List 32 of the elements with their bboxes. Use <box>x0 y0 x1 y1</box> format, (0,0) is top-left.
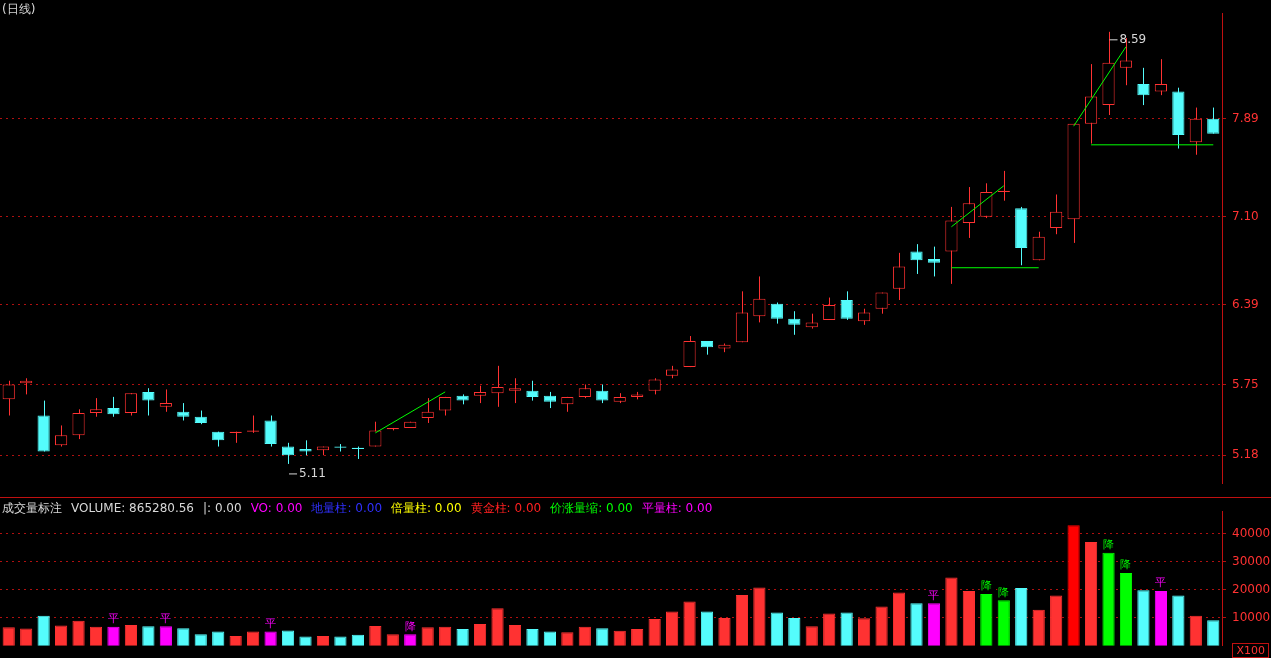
annotation: 8.59 <box>1119 31 1147 46</box>
y-axis-title: X100 <box>1232 643 1269 658</box>
data-label: 降 <box>1120 558 1132 572</box>
annotation: 黄金柱: 0.00 <box>470 501 542 515</box>
annotation: 地量柱: 0.00 <box>311 501 383 515</box>
annotation: VO: 0.00 <box>250 501 303 515</box>
data-label: 平 <box>265 616 277 630</box>
y-tick-label: 10000 <box>1232 609 1271 624</box>
y-tick-label: 20000 <box>1232 581 1271 596</box>
annotation: VOLUME: 865280.56 <box>71 501 194 515</box>
y-tick-label: 5.75 <box>1232 376 1259 391</box>
annotation: |: 0.00 <box>203 501 242 515</box>
data-label: 平 <box>928 588 940 602</box>
annotation: 价涨量缩: 0.00 <box>550 501 633 515</box>
chart-title: (日线) <box>2 1 36 18</box>
data-label: 降 <box>980 579 992 593</box>
data-label: 降 <box>1103 538 1115 552</box>
y-tick-label: 6.39 <box>1232 297 1259 312</box>
y-tick-label: 40000 <box>1232 525 1271 540</box>
annotation: 倍量柱: 0.00 <box>391 501 462 515</box>
y-tick-label: 5.18 <box>1232 447 1259 462</box>
y-tick-label: 30000 <box>1232 553 1271 568</box>
data-label: 降 <box>998 585 1010 599</box>
data-label: 平 <box>107 612 119 626</box>
data-label: 平 <box>1155 576 1167 590</box>
annotation: 5.11 <box>299 466 326 481</box>
annotation: 平量柱: 0.00 <box>641 501 713 515</box>
chart-title: 成交量标注 <box>2 501 62 515</box>
data-label: 平 <box>160 611 172 625</box>
y-tick-label: 7.89 <box>1232 110 1259 125</box>
data-label: 降 <box>404 619 416 633</box>
y-tick-label: 7.10 <box>1232 208 1259 223</box>
